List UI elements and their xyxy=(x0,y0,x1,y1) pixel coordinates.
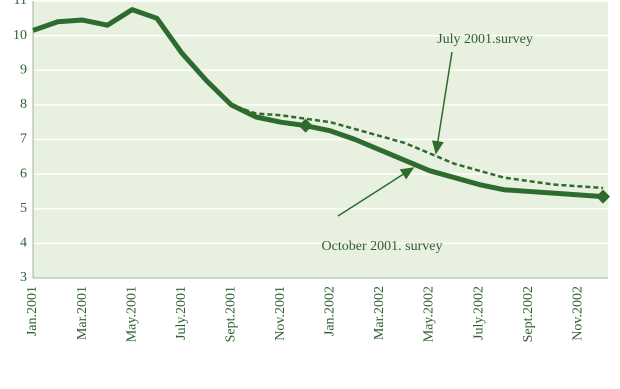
x-tick-label: Mar.2001 xyxy=(75,286,90,340)
x-tick-label: Nov.2002 xyxy=(570,286,585,341)
annotation-arrow xyxy=(431,51,453,155)
y-tick-label: 10 xyxy=(13,28,27,43)
y-tick-label: 7 xyxy=(20,132,27,147)
x-tick-label: Sept.2001 xyxy=(223,286,238,342)
y-tick-label: 5 xyxy=(20,201,27,216)
series-line xyxy=(305,123,604,200)
y-tick-label: 6 xyxy=(20,166,27,181)
y-tick-label: 8 xyxy=(20,97,27,112)
plot: 3 4 5 6 7 8 9 10 11 Jan.2001 Mar.2001 May.2001 July.… xyxy=(13,0,610,342)
x-tick-label: Jan.2002 xyxy=(323,286,338,336)
annotation: July 2001.survey xyxy=(437,32,533,47)
x-tick-label: July.2001 xyxy=(174,286,189,340)
series-line xyxy=(155,17,604,190)
y-tick-label: 3 xyxy=(20,270,27,285)
annotation: October 2001. survey xyxy=(322,239,443,254)
y-tick-label: 9 xyxy=(20,62,27,77)
x-tick-label: July.2002 xyxy=(471,286,486,340)
annotation-arrow xyxy=(337,167,415,217)
x-tick-label: Sept.2002 xyxy=(521,286,536,342)
x-tick-label: May.2002 xyxy=(422,286,437,342)
y-tick-label: 4 xyxy=(20,236,27,251)
series-line xyxy=(32,7,306,129)
x-tick-label: Jan.2001 xyxy=(25,286,40,336)
x-tick-label: Nov.2001 xyxy=(273,286,288,341)
marker xyxy=(298,118,313,133)
x-tick-label: Mar.2002 xyxy=(372,286,387,340)
y-tick-label: 11 xyxy=(14,0,27,8)
x-tick-label: May.2001 xyxy=(124,286,139,342)
marker xyxy=(596,189,610,204)
